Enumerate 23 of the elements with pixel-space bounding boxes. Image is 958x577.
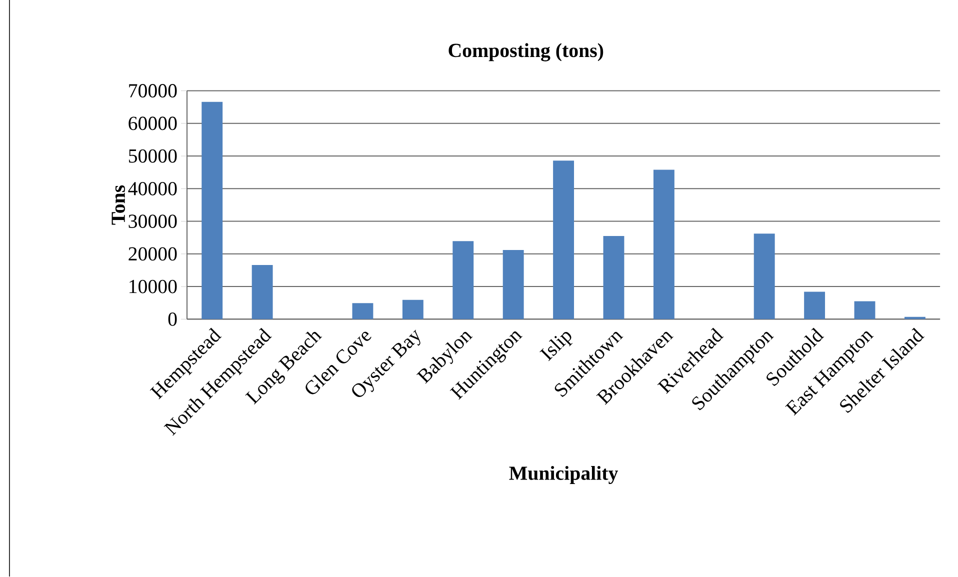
bar (452, 241, 474, 320)
bar (603, 236, 624, 320)
y-tick-label: 30000 (128, 214, 177, 228)
bar (402, 300, 424, 320)
bar (553, 160, 574, 320)
chart-title: Composting (tons) (448, 43, 604, 62)
y-tick-label: 70000 (129, 84, 177, 98)
bar (252, 265, 273, 320)
y-axis-title: Tons (112, 186, 125, 225)
y-tick-label: 50000 (128, 150, 177, 163)
x-axis-title: Municipality (509, 466, 618, 484)
y-tick-label: 20000 (128, 247, 177, 261)
y-tick-label: 10000 (130, 280, 177, 294)
bar (754, 234, 775, 320)
bar (502, 250, 524, 320)
y-tick-label: 40000 (128, 182, 177, 196)
y-tick-label: 60000 (128, 116, 177, 130)
bar (804, 292, 826, 320)
bar (653, 170, 674, 320)
bar (202, 102, 223, 320)
bar (352, 303, 374, 320)
y-tick-label: 0 (168, 312, 177, 326)
bar (854, 301, 876, 320)
